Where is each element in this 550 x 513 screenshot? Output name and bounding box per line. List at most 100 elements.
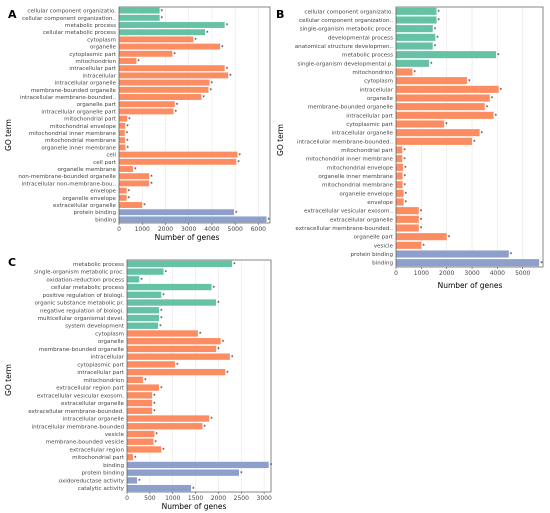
panel-c-significance-star: * [213, 285, 216, 291]
panel-c-category-label: cytoplasmic part [77, 362, 125, 368]
panel-b-significance-star: * [420, 226, 423, 232]
panel-a-significance-star: * [126, 131, 129, 137]
panel-c-x-tick-label: 2000 [211, 495, 226, 502]
panel-c-significance-star: * [153, 409, 156, 415]
panel-b-bar [396, 77, 467, 85]
panel-c-category-label: intracellular part [77, 370, 125, 376]
panel-a-category-label: cellular component organizatio. [27, 9, 116, 15]
panel-c-bar [127, 469, 239, 476]
panel-c-bar [127, 438, 154, 445]
panel-c-x-tick-label: 2500 [234, 495, 249, 502]
panel-a-category-label: membrane-bounded organelle [31, 88, 117, 94]
panel-c-significance-star: * [192, 486, 195, 492]
panel-a-bar [119, 36, 194, 43]
panel-b-bar [396, 111, 494, 119]
panel-c-bar [127, 353, 230, 360]
panel-a-bar [119, 58, 137, 64]
panel-a-x-tick-label: 6000 [251, 226, 266, 233]
panel-b-significance-star: * [495, 114, 498, 120]
panel-b-category-label: metabolic process [342, 53, 393, 59]
panel-a-significance-star: * [221, 45, 224, 51]
panel-b-significance-star: * [438, 18, 441, 24]
panel-a-ylabel: GO term [4, 119, 13, 151]
panel-a-significance-star: * [226, 66, 229, 72]
panel-b-category-label: organelle envelope [339, 191, 393, 197]
panel-a-bar [119, 43, 221, 50]
panel-c-x-tick-label: 0 [125, 495, 129, 502]
panel-b-category-label: mitochondrial part [341, 148, 394, 154]
panel-c-category-label: extracellular membrane-bounded. [28, 409, 124, 415]
panel-a-bar [119, 130, 125, 136]
panel-b-significance-star: * [510, 252, 513, 258]
panel-b-significance-star: * [405, 192, 408, 198]
panel-a-bar [119, 86, 209, 93]
panel-c-bar [127, 392, 153, 399]
panel-b-bar [396, 215, 419, 223]
panel-c-significance-star: * [233, 262, 236, 268]
panel-a-bar [119, 94, 202, 100]
panel-letter-a: A [8, 8, 17, 21]
panel-a-category-label: mitochondrial membrane [45, 138, 117, 144]
panel-c-significance-star: * [155, 440, 158, 446]
panel-a-bar [119, 115, 128, 122]
panel-b-bar [396, 181, 403, 189]
panel-b-category-label: membrane-bounded organelle [308, 105, 394, 111]
panel-c-bar [127, 283, 212, 291]
panel-a-category-label: protein binding [73, 210, 116, 216]
panel-a-significance-star: * [128, 189, 131, 195]
panel-b-category-label: extracellular membrane-bounded.. [295, 226, 393, 232]
panel-c-xlabel: Number of genes [162, 502, 227, 511]
panel-b-significance-star: * [404, 183, 407, 189]
panel-c-significance-star: * [159, 324, 162, 330]
panel-a-category-label: intracellular organelle part [41, 109, 116, 115]
panel-a-x-tick-label: 2000 [158, 226, 173, 233]
panel-b-significance-star: * [445, 122, 448, 128]
panel-a-bar [119, 108, 174, 115]
panel-a-significance-star: * [137, 59, 140, 65]
panel-b-category-label: extracellular organelle [330, 217, 394, 223]
panel-a-category-label: mitochondrion [75, 59, 116, 65]
panel-c-bar [127, 345, 217, 353]
panel-a-category-label: cell [106, 153, 116, 159]
panel-a-significance-star: * [143, 203, 146, 209]
panel-b-bar [396, 250, 509, 258]
panel-c-significance-star: * [153, 401, 156, 407]
panel-a-significance-star: * [161, 16, 164, 22]
panel-b-x-tick-label: 1000 [414, 270, 429, 277]
panel-c-significance-star: * [226, 370, 229, 376]
panel-b-bar [396, 94, 490, 102]
panel-b-bar [396, 259, 540, 267]
panel-a-significance-star: * [173, 52, 176, 58]
panel-b-significance-star: * [403, 157, 406, 163]
panel-a-category-label: mitochondrial inner membrane [29, 131, 117, 137]
panel-a-bar [119, 187, 127, 194]
panel-b-category-label: organelle [367, 96, 394, 102]
panel-c-category-label: metabolic process [73, 262, 124, 268]
panel-b-category-label: binding [372, 261, 393, 267]
panel-c-bar [127, 407, 153, 414]
panel-c-bar [127, 399, 153, 407]
panel-a-bar [119, 122, 126, 129]
panel-b-category-label: cytoplasmic part [346, 122, 394, 128]
panel-b-significance-star: * [420, 218, 423, 224]
panel-b-category-label: cellular component organizatio. [304, 9, 393, 15]
panel-a-bar [119, 14, 160, 21]
panel-b-significance-star: * [404, 174, 407, 180]
panel-c-significance-star: * [176, 363, 179, 369]
panel-b-significance-star: * [404, 166, 407, 172]
panel-a-bar [119, 50, 173, 57]
panel-c-category-label: oxidoreductase activity [59, 478, 125, 484]
panel-a-category-label: intracellular non-membrane-bou.. [22, 181, 117, 187]
panel-b-significance-star: * [430, 62, 433, 68]
panel-c-category-label: single-organism metabolic proc. [34, 270, 124, 276]
panel-c-category-label: multicellular organismal devel. [38, 316, 125, 322]
panel-b-bar [396, 68, 413, 76]
panel-a-category-label: cellular metabolic process [43, 30, 116, 36]
panel-b-bar [396, 137, 473, 145]
panel-b-bar [396, 155, 403, 163]
panel-b-category-label: intracellular [360, 87, 394, 93]
panel-c-x-tick-label: 3000 [257, 495, 272, 502]
panel-a-significance-star: * [126, 138, 129, 144]
panel-b-bar [396, 241, 422, 249]
panel-b-category-label: envelope [367, 200, 393, 206]
